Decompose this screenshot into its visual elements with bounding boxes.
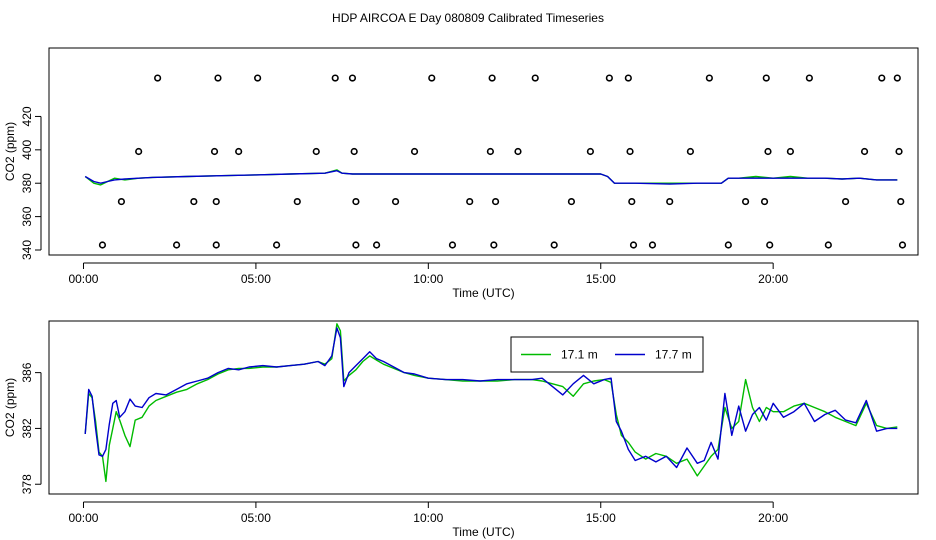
calibration-point [586, 147, 595, 156]
calibration-point [348, 74, 357, 82]
calibration-point [628, 197, 636, 206]
calibration-point [235, 147, 243, 156]
calibration-point [764, 147, 772, 156]
y-tick-label: 360 [20, 206, 34, 226]
calibration-point [490, 241, 498, 249]
legend-label: 17.7 m [655, 348, 692, 362]
calibration-point [210, 147, 219, 156]
x-tick-label: 10:00 [413, 272, 443, 286]
y-tick-label: 386 [20, 362, 34, 382]
x-axis-label: Time (UTC) [452, 286, 514, 300]
calibration-point [212, 197, 220, 206]
x-tick-label: 10:00 [413, 511, 443, 525]
legend: 17.1 m 17.7 m [510, 336, 704, 373]
calibration-point [824, 241, 832, 249]
calibration-point [352, 241, 360, 249]
x-tick-label: 00:00 [68, 272, 98, 286]
plot-frame [48, 320, 919, 495]
calibration-point [897, 197, 905, 206]
series-line-1 [84, 169, 898, 186]
y-axis-label: CO2 (ppm) [3, 122, 17, 181]
calibration-point [272, 241, 281, 249]
y-tick-label: 420 [20, 106, 34, 126]
top-panel: 00:00 05:00 10:00 15:00 20:00 Time (UTC) 340 36… [3, 47, 919, 300]
plot-frame [48, 47, 919, 256]
x-tick-label: 05:00 [241, 511, 271, 525]
chart-title: HDP AIRCOA E Day 080809 Calibrated Times… [332, 11, 604, 25]
calibration-point [410, 147, 419, 156]
calibration-point [488, 74, 496, 82]
calibration-point [605, 74, 613, 82]
calibration-point [550, 241, 558, 249]
calibration-point [428, 74, 436, 82]
bottom-panel: 00:00 05:00 10:00 15:00 20:00 Time (UTC) 378 38… [3, 320, 919, 539]
calibration-point [766, 241, 774, 249]
calibration-point [893, 74, 901, 82]
x-tick-label: 15:00 [586, 272, 616, 286]
calibration-point [352, 197, 360, 206]
calibration-point [724, 241, 732, 249]
y-tick-label: 378 [20, 474, 34, 494]
x-tick-label: 20:00 [758, 511, 788, 525]
calibration-point [567, 197, 576, 206]
calibration-point [686, 147, 695, 156]
calibration-point [626, 147, 634, 156]
calibration-point [190, 197, 198, 206]
calibration-point [212, 241, 220, 249]
calibration-point [372, 241, 381, 249]
calibration-point [350, 147, 358, 156]
calibration-point [154, 74, 162, 82]
calibration-point [624, 74, 632, 82]
series-line-2 [84, 327, 898, 469]
calibration-point [648, 241, 657, 249]
y-tick-label: 340 [20, 240, 34, 260]
calibration-point [514, 147, 522, 156]
calibration-point [878, 74, 886, 82]
calibration-point [491, 197, 500, 206]
calibration-point [486, 147, 494, 156]
calibration-point [117, 197, 126, 206]
legend-label: 17.1 m [561, 348, 598, 362]
y-tick-label: 400 [20, 139, 34, 159]
calibration-point [629, 241, 638, 249]
calibration-point [391, 197, 400, 206]
calibration-point [312, 147, 320, 156]
y-tick-label: 380 [20, 173, 34, 193]
calibration-point [331, 74, 339, 82]
calibration-point [293, 197, 301, 206]
calibration-point [760, 197, 769, 206]
calibration-point [860, 147, 869, 156]
calibration-point [898, 241, 907, 249]
calibration-point [762, 74, 770, 82]
calibration-point [214, 74, 222, 82]
calibration-point [98, 241, 107, 249]
calibration-point [666, 197, 674, 206]
calibration-point [705, 74, 713, 82]
series-line-2 [84, 169, 898, 185]
calibration-point [741, 197, 750, 206]
x-tick-label: 05:00 [241, 272, 271, 286]
calibration-point [135, 147, 143, 156]
y-tick-label: 382 [20, 418, 34, 438]
x-tick-label: 20:00 [758, 272, 788, 286]
series-line-1 [84, 323, 898, 483]
calibration-point [254, 74, 262, 82]
calibration-point [786, 147, 795, 156]
calibration-point [531, 74, 539, 82]
calibration-point [172, 241, 181, 249]
calibration-point [895, 147, 903, 156]
x-tick-label: 15:00 [586, 511, 616, 525]
calibration-point [841, 197, 850, 206]
x-axis-label: Time (UTC) [452, 525, 514, 539]
calibration-point [805, 74, 813, 82]
y-axis-label: CO2 (ppm) [3, 378, 17, 437]
x-tick-label: 00:00 [68, 511, 98, 525]
calibration-point [466, 197, 474, 206]
calibration-point [448, 241, 457, 249]
